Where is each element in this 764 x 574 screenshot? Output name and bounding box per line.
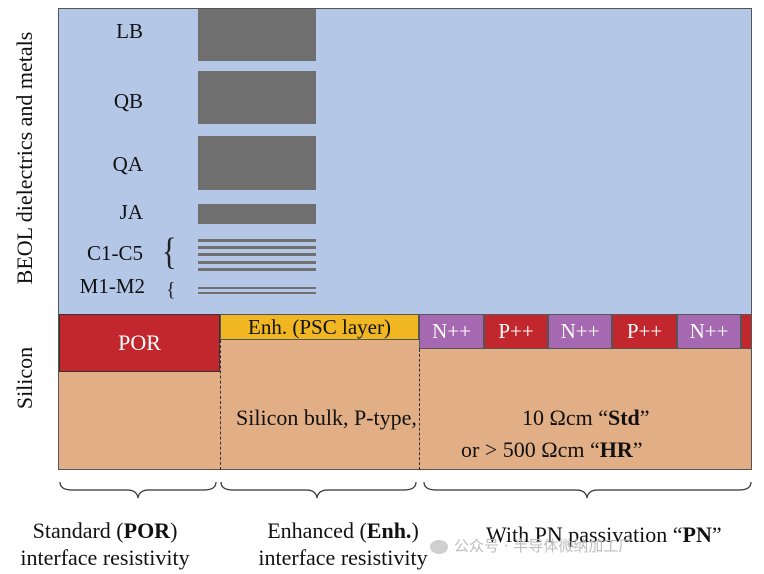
metal-label-qa: QA: [112, 152, 143, 176]
watermark-text: 公众号 · 半导体微纳加工厂: [454, 537, 634, 555]
caption-enh-line1: Enhanced (Enh.): [238, 517, 448, 544]
beol-region: [58, 8, 752, 314]
caption-enh-pre: Enhanced (: [267, 518, 367, 543]
caption-por-post: ): [170, 518, 178, 543]
metal-line-m2: [198, 292, 316, 294]
metal-block-ja: [198, 204, 316, 224]
metal-line-m1: [198, 287, 316, 289]
metal-label-m: M1-M2: [79, 274, 145, 298]
divider-por-enh: [220, 340, 221, 470]
caption-por-pre: Standard (: [32, 518, 124, 543]
caption-por: Standard (POR) interface resistivity: [0, 517, 210, 571]
bulk-std-prefix: 10 Ωcm “: [522, 405, 608, 430]
bulk-hr: or > 500 Ωcm “HR”: [461, 437, 643, 463]
metal-block-lb: [198, 9, 316, 61]
bulk-std: 10 Ωcm “Std”: [522, 405, 650, 431]
caption-enh-bold: Enh.: [366, 518, 412, 543]
metal-line-c2: [198, 246, 316, 249]
pn-segment-p-edge: [741, 314, 752, 349]
metal-label-c: C1-C5: [86, 241, 143, 265]
bottom-braces: [59, 481, 752, 499]
por-interface-layer: POR: [59, 314, 220, 372]
brace-por: [59, 481, 217, 499]
caption-pn-post: ”: [711, 522, 722, 547]
metal-line-c5: [198, 268, 316, 271]
caption-por-line2: interface resistivity: [20, 545, 190, 570]
bulk-description: Silicon bulk, P-type,: [236, 405, 417, 430]
metal-line-c3: [198, 253, 316, 256]
pn-segment-p1: P++: [484, 314, 548, 349]
pn-segment-n3: N++: [677, 314, 741, 349]
silicon-axis-label: Silicon: [12, 346, 37, 410]
watermark: 公众号 · 半导体微纳加工厂: [430, 535, 633, 556]
metal-line-c1: [198, 239, 316, 242]
caption-pn-bold: PN: [682, 522, 712, 547]
metal-label-qb: QB: [113, 89, 143, 113]
bulk-hr-prefix: or > 500 Ωcm “: [461, 437, 600, 462]
enh-psc-layer: Enh. (PSC layer): [220, 314, 419, 340]
caption-pn-pre: With PN passivation “: [486, 522, 683, 547]
bulk-hr-suffix: ”: [632, 437, 643, 462]
wechat-icon: [430, 539, 448, 554]
caption-por-bold: POR: [123, 518, 171, 543]
caption-pn: With PN passivation “PN”: [486, 521, 722, 548]
bulk-std-suffix: ”: [639, 405, 650, 430]
pn-segment-p2: P++: [612, 314, 677, 349]
brace-enh: [220, 481, 417, 499]
bulk-std-bold: Std: [608, 405, 640, 430]
pn-segment-n1: N++: [419, 314, 484, 349]
m-layers-brace: {: [166, 279, 176, 301]
caption-enh-post: ): [411, 518, 419, 543]
caption-por-line1: Standard (POR): [0, 517, 210, 544]
brace-pn: [423, 481, 752, 499]
beol-axis-label: BEOL dielectrics and metals: [12, 31, 37, 285]
metal-label-lb: LB: [116, 19, 143, 43]
c-layers-brace: {: [161, 231, 177, 273]
bulk-hr-bold: HR: [599, 437, 633, 462]
pn-segment-n2: N++: [548, 314, 612, 349]
caption-enh-line2: interface resistivity: [258, 545, 428, 570]
divider-enh-pn: [419, 349, 420, 470]
metal-block-qa: [198, 136, 316, 190]
caption-enh: Enhanced (Enh.) interface resistivity: [238, 517, 448, 571]
metal-label-ja: JA: [119, 200, 143, 224]
metal-line-c4: [198, 261, 316, 264]
metal-block-qb: [198, 71, 316, 124]
